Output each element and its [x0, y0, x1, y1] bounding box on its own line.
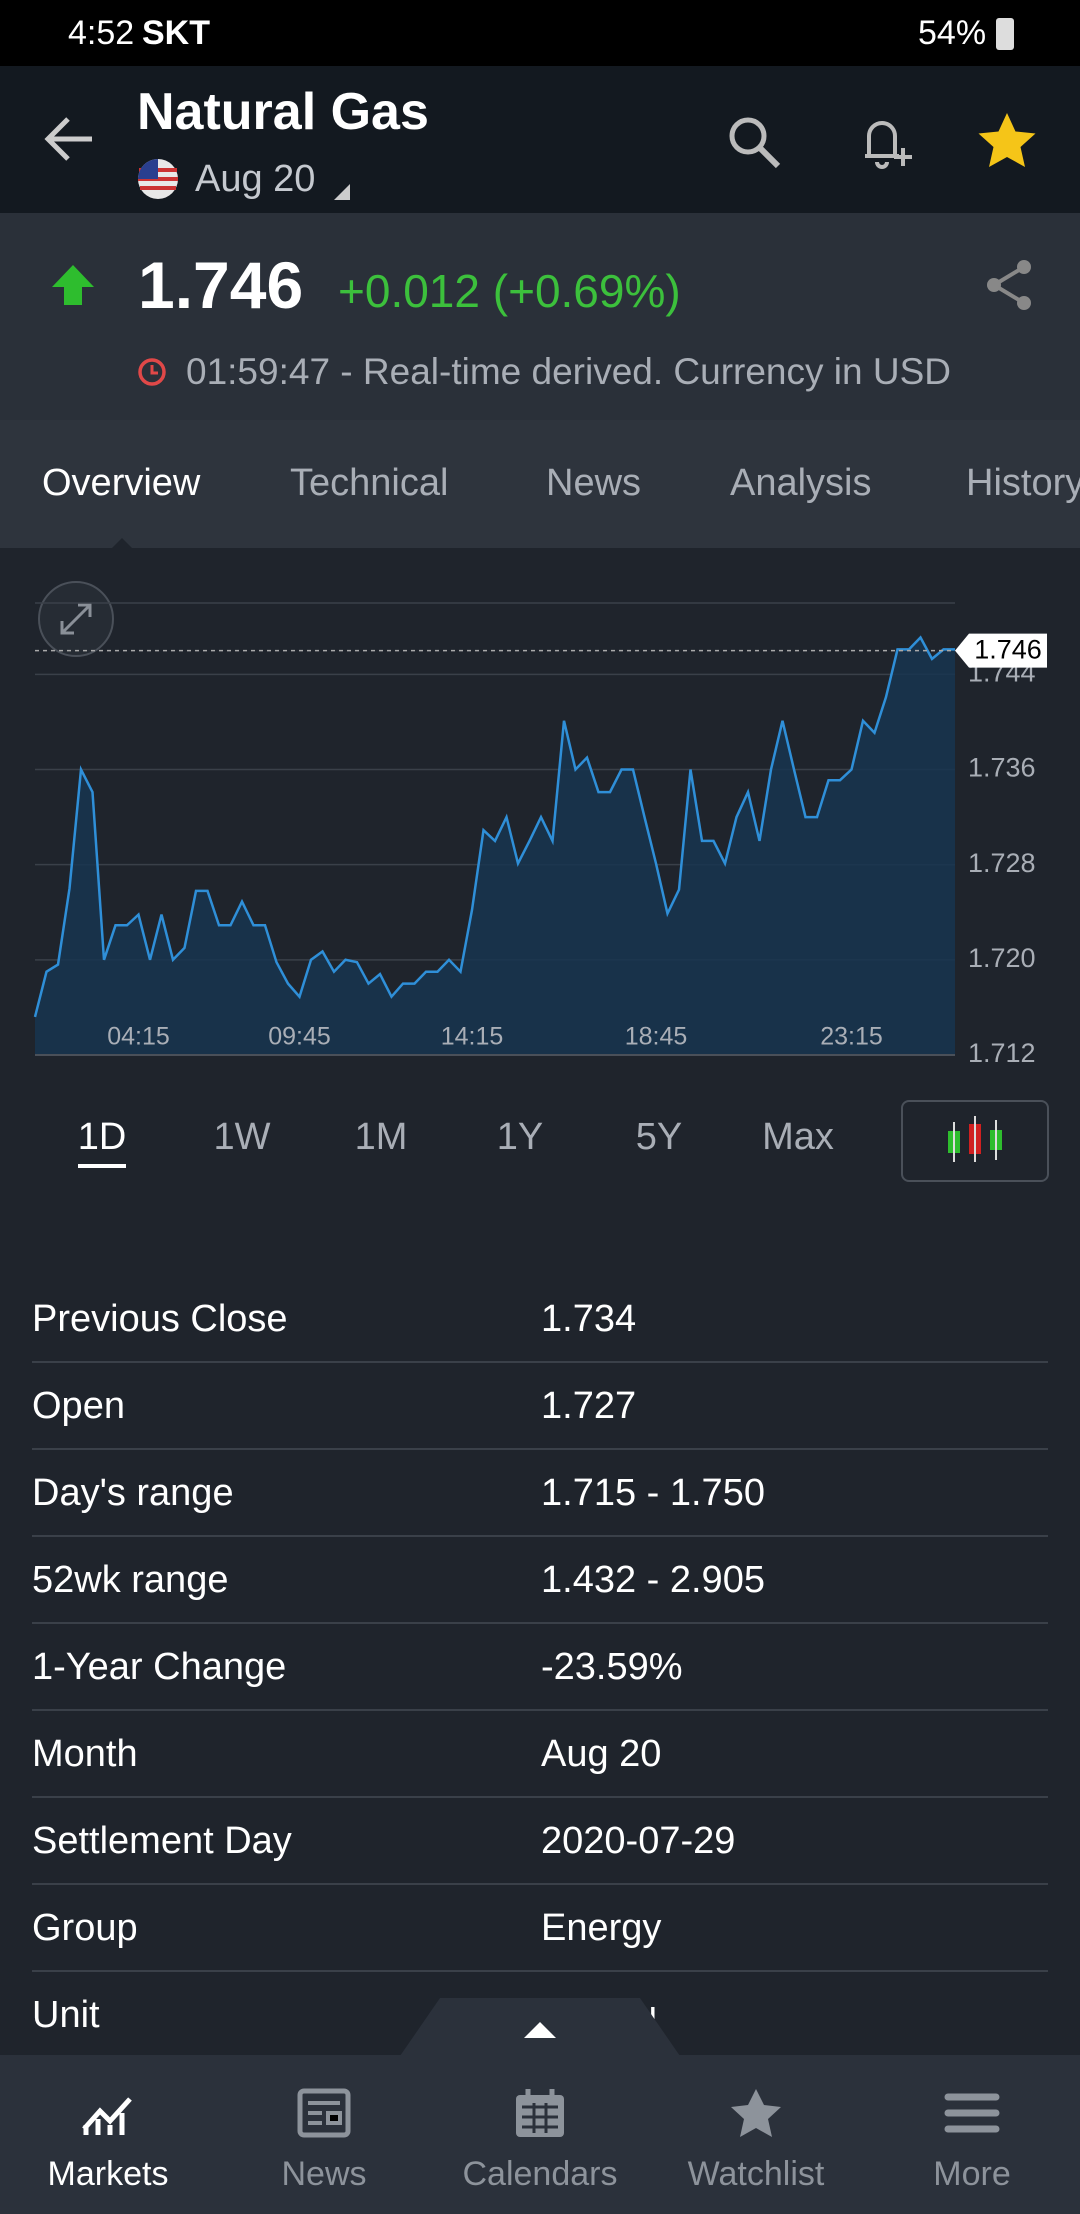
row-label: 52wk range — [32, 1559, 229, 1601]
nav-label: Markets — [47, 2155, 169, 2193]
row-value: Energy — [541, 1907, 662, 1949]
favorite-star[interactable] — [976, 110, 1038, 172]
y-tick-label: 1.728 — [968, 848, 1036, 878]
dropdown-caret — [334, 184, 350, 200]
tab[interactable]: Overview — [42, 462, 201, 504]
row-value: 1.734 — [541, 1298, 637, 1340]
table-row: Settlement Day 2020-07-29 — [32, 1796, 1048, 1885]
row-value: 1.432 - 2.905 — [541, 1559, 765, 1601]
app-header: Natural Gas Aug 20 — [0, 66, 1080, 213]
flag — [138, 159, 178, 199]
contract-month[interactable]: Aug 20 — [195, 158, 316, 200]
instrument-title: Natural Gas — [137, 83, 429, 141]
row-value: 2020-07-29 — [541, 1820, 736, 1862]
table-row: Open 1.727 — [32, 1361, 1048, 1450]
table-row: Group Energy — [32, 1883, 1048, 1972]
status-bar: 4:52 SKT 54% — [0, 0, 1080, 66]
tab-indicator — [112, 538, 132, 548]
x-tick-label: 14:15 — [441, 1023, 504, 1051]
up-arrow — [52, 265, 94, 305]
nav-label: News — [281, 2155, 367, 2193]
price-change: +0.012 (+0.69%) — [338, 265, 681, 317]
candle-toggle[interactable] — [901, 1100, 1049, 1182]
tab-bar: Overview Technical News Analysis History — [0, 420, 1080, 548]
row-value: 1.715 - 1.750 — [541, 1472, 765, 1514]
table-row: Month Aug 20 — [32, 1709, 1048, 1798]
table-row: Previous Close 1.734 — [32, 1274, 1048, 1363]
table-row: 52wk range 1.432 - 2.905 — [32, 1535, 1048, 1624]
nav-item[interactable]: Calendars — [432, 2055, 648, 2214]
expand-icon — [60, 603, 92, 635]
nav-item[interactable]: News — [216, 2055, 432, 2214]
nav-icon — [516, 2089, 564, 2137]
nav-icon — [731, 2089, 781, 2137]
row-label: Settlement Day — [32, 1820, 292, 1862]
range-button[interactable]: 1D — [77, 1116, 127, 1158]
clock-icon — [138, 358, 166, 386]
nav-icon — [297, 2088, 351, 2138]
row-label: Open — [32, 1385, 125, 1427]
nav-item[interactable]: Watchlist — [648, 2055, 864, 2214]
candle-icon — [948, 1116, 1002, 1162]
y-tick-label: 1.720 — [968, 943, 1036, 973]
bottom-nav: Markets News Calendars Watchlist More — [0, 2055, 1080, 2214]
range-button[interactable]: 5Y — [635, 1116, 683, 1158]
row-value: 1.727 — [541, 1385, 637, 1427]
quote-panel: 1.746 +0.012 (+0.69%) 01:59:47 - Real-ti… — [0, 213, 1080, 420]
tab[interactable]: Technical — [290, 462, 449, 504]
nav-label: Watchlist — [687, 2155, 825, 2193]
row-label: Month — [32, 1733, 138, 1775]
battery-icon — [996, 18, 1014, 50]
y-tick-label: 1.736 — [968, 753, 1036, 783]
range-button[interactable]: 1Y — [496, 1116, 544, 1158]
nav-icon — [944, 2093, 1000, 2133]
last-price: 1.746 — [138, 248, 304, 322]
row-label: Previous Close — [32, 1298, 288, 1340]
nav-label: Calendars — [462, 2155, 618, 2193]
range-underline — [78, 1164, 126, 1168]
area — [35, 637, 955, 1055]
time-note: 01:59:47 - Real-time derived. Currency i… — [186, 351, 951, 392]
row-value: Aug 20 — [541, 1733, 662, 1775]
current-price-label: 1.746 — [974, 635, 1042, 665]
tab[interactable]: Analysis — [730, 462, 872, 504]
search-icon[interactable] — [724, 112, 784, 172]
x-tick-label: 04:15 — [107, 1023, 170, 1051]
nav-icon — [82, 2097, 132, 2135]
nav-item[interactable]: More — [864, 2055, 1080, 2214]
range-button[interactable]: 1W — [213, 1116, 271, 1158]
row-label: Unit — [32, 1994, 100, 2036]
x-tick-label: 09:45 — [268, 1023, 331, 1051]
range-button[interactable]: 1M — [354, 1116, 408, 1158]
clock: 4:52 — [68, 14, 135, 52]
current-price-tag — [955, 633, 1047, 668]
y-tick-label: 1.712 — [968, 1038, 1036, 1068]
nav-item[interactable]: Markets — [0, 2055, 216, 2214]
row-label: Group — [32, 1907, 138, 1949]
x-tick-label: 18:45 — [625, 1023, 688, 1051]
add-alert-icon[interactable] — [855, 110, 921, 176]
battery-level: 54% — [918, 14, 987, 52]
share-icon[interactable] — [982, 257, 1038, 313]
table-row: 1-Year Change -23.59% — [32, 1622, 1048, 1711]
range-button[interactable]: Max — [762, 1116, 834, 1158]
line — [33, 635, 955, 1018]
tab[interactable]: News — [546, 462, 642, 504]
back-button[interactable] — [40, 114, 100, 164]
pull-up-tab[interactable] — [400, 1996, 680, 2056]
carrier: SKT — [142, 14, 210, 52]
x-tick-label: 23:15 — [820, 1023, 883, 1051]
nav-label: More — [933, 2155, 1011, 2193]
tab[interactable]: History — [966, 462, 1080, 504]
row-label: 1-Year Change — [32, 1646, 287, 1688]
row-value: -23.59% — [541, 1646, 683, 1688]
table-row: Day's range 1.715 - 1.750 — [32, 1448, 1048, 1537]
row-label: Day's range — [32, 1472, 234, 1514]
